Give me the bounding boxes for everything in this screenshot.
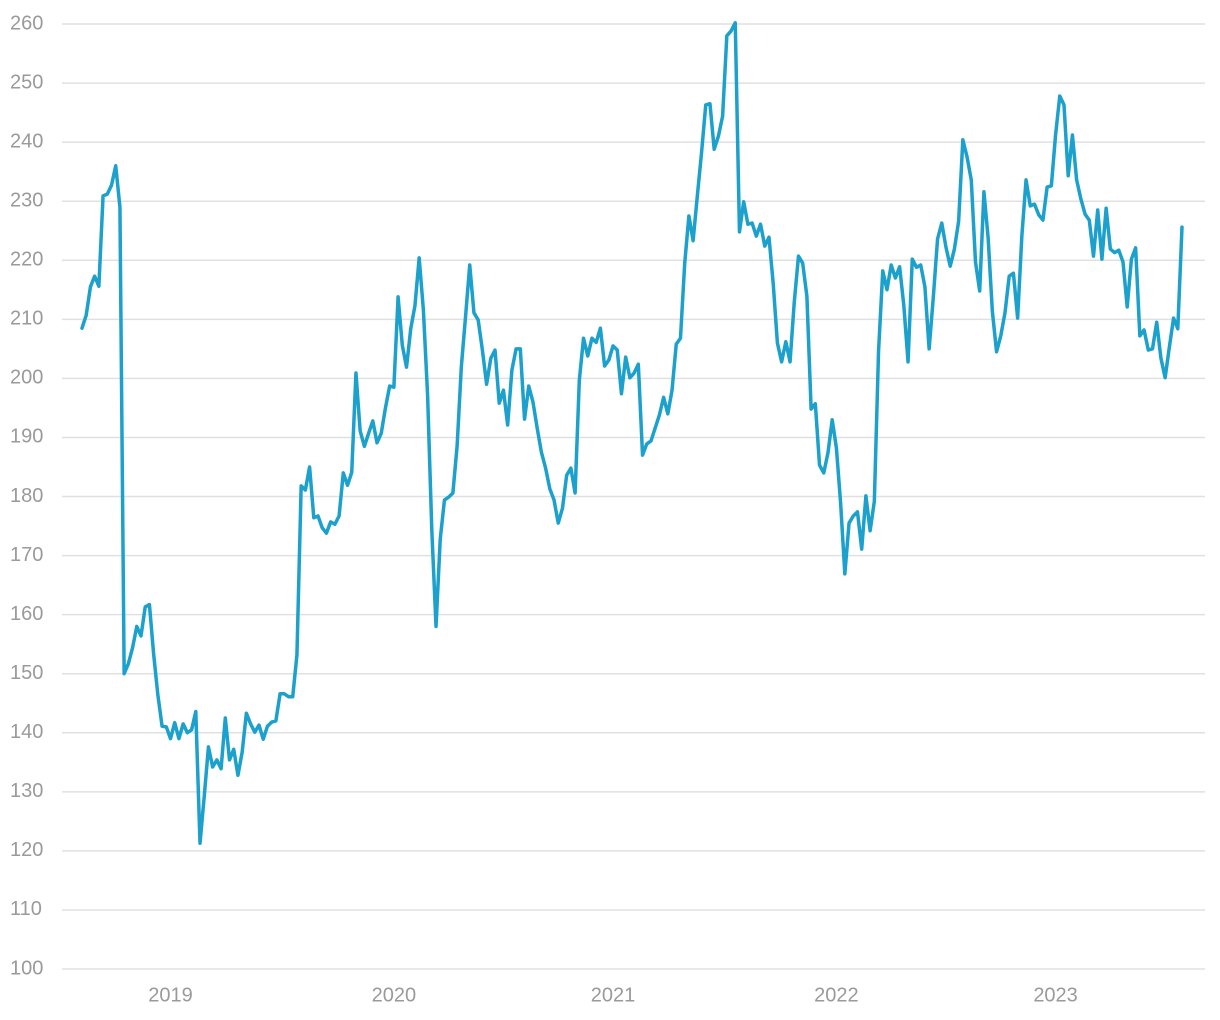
y-tick-label: 220 (10, 249, 43, 271)
y-tick-label: 190 (10, 426, 43, 448)
data-line (80, 21, 1184, 845)
y-tick-label: 260 (10, 12, 43, 34)
x-tick-label: 2021 (591, 984, 636, 1006)
x-tick-label: 2019 (148, 984, 193, 1006)
y-tick-label: 230 (10, 189, 43, 211)
y-tick-label: 250 (10, 71, 43, 93)
x-tick-label: 2022 (814, 984, 859, 1006)
y-tick-label: 100 (10, 957, 43, 979)
y-tick-label: 170 (10, 544, 43, 566)
y-tick-label: 160 (10, 603, 43, 625)
y-tick-label: 140 (10, 721, 43, 743)
y-tick-label: 120 (10, 839, 43, 861)
y-tick-label: 210 (10, 308, 43, 330)
x-tick-label: 2023 (1033, 984, 1078, 1006)
y-tick-label: 180 (10, 485, 43, 507)
x-tick-label: 2020 (372, 984, 417, 1006)
y-tick-label: 150 (10, 662, 43, 684)
y-tick-label: 110 (10, 898, 42, 920)
y-tick-label: 200 (10, 367, 43, 389)
y-tick-label: 130 (10, 780, 43, 802)
y-tick-label: 240 (10, 130, 43, 152)
